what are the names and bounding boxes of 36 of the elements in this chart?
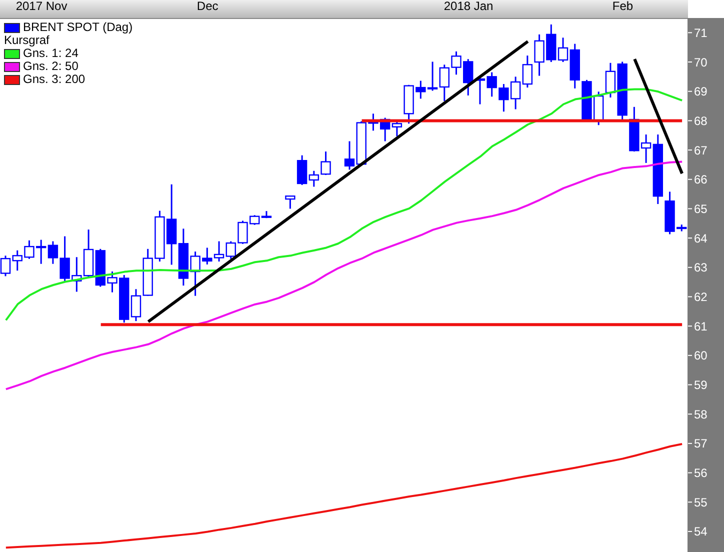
y-tick-label: 64 [694,231,708,246]
y-tick-label: 69 [694,84,708,99]
legend-label: BRENT SPOT (Dag) [23,20,133,34]
y-tick-label: 60 [694,348,708,363]
y-tick-label: 67 [694,143,708,158]
y-tick-label: 71 [694,26,708,40]
y-tick-label: 66 [694,172,708,187]
y-tick-label: 56 [694,466,708,480]
y-tick-label: 61 [694,319,708,334]
y-tick-label: 59 [694,378,708,392]
line-series [4,160,684,390]
x-tick-label: 2018 Jan [444,0,494,13]
candlestick [296,154,308,186]
y-tick-label: 58 [694,407,708,422]
candlestick [285,195,296,210]
x-tick-label: Feb [612,0,634,13]
line-series [4,443,684,549]
candlestick [522,54,533,88]
annotation: Kursgraf [4,33,50,47]
candlestick [308,170,320,188]
y-tick-label: 54 [694,524,708,539]
y-tick-label: 57 [694,436,708,451]
y-tick-label: 65 [694,202,708,216]
y-tick-label: 55 [694,495,708,510]
legend-label: Gns. 2: 50 [23,59,78,73]
y-tick-label: 70 [694,55,708,70]
x-tick-label: Dec [196,0,218,13]
legend-label: Gns. 3: 200 [23,72,86,86]
legend-label: Gns. 1: 24 [23,46,78,60]
candlestick [392,120,402,137]
x-tick-label: 2017 Nov [16,0,68,13]
candlestick [320,150,331,176]
y-tick-label: 62 [694,290,708,304]
candlestick [344,140,355,170]
y-tick-label: 63 [694,260,708,275]
y-tick-label: 68 [694,114,708,128]
